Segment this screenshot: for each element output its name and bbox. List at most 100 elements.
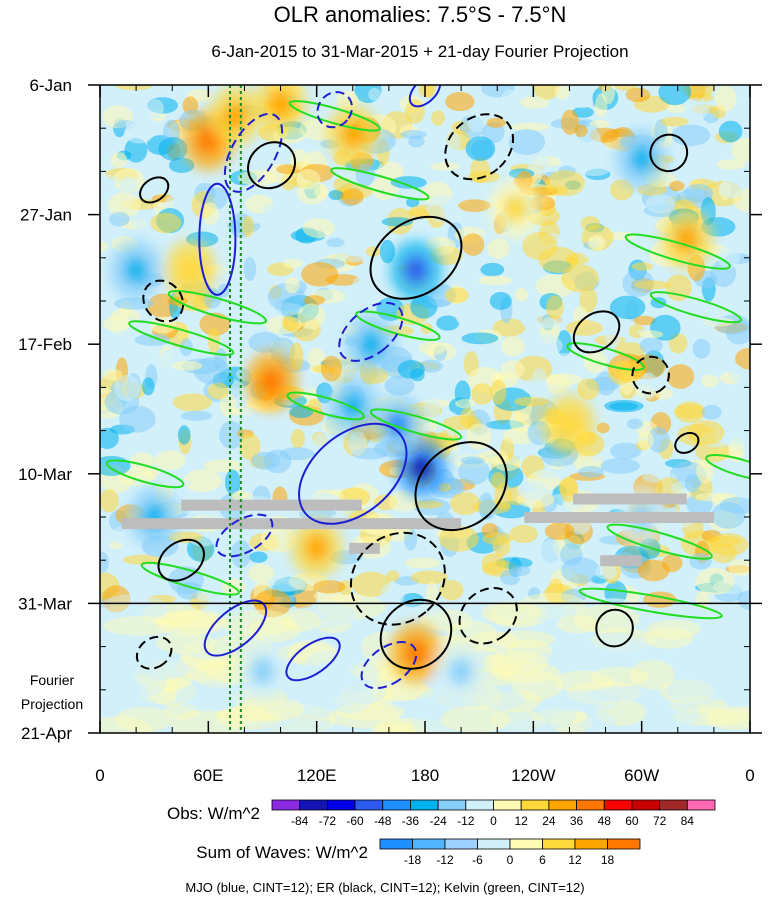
texture-blob — [647, 426, 670, 453]
texture-blob — [482, 532, 513, 546]
texture-blob — [130, 472, 157, 482]
texture-blob — [671, 124, 711, 146]
obs-colorbar-swatch — [548, 799, 577, 811]
obs-colorbar-label: 24 — [542, 814, 556, 828]
texture-blob — [458, 458, 490, 485]
texture-blob — [574, 124, 588, 138]
texture-blob — [147, 594, 176, 604]
texture-blob — [629, 718, 696, 733]
missing-data-bar — [573, 493, 687, 505]
texture-blob — [102, 368, 123, 381]
texture-blob — [426, 581, 439, 605]
texture-blob — [661, 698, 700, 727]
texture-blob — [114, 625, 171, 656]
texture-blob — [553, 670, 614, 693]
waves-colorbar-swatch — [412, 838, 446, 850]
texture-blob — [381, 217, 413, 227]
texture-blob — [351, 571, 391, 598]
texture-blob — [611, 654, 675, 678]
texture-blob — [579, 164, 610, 177]
texture-blob — [100, 241, 109, 252]
waves-colorbar-swatch — [477, 838, 511, 850]
missing-data-bar — [600, 555, 642, 567]
texture-blob — [329, 659, 380, 691]
texture-blob — [587, 598, 635, 615]
obs-colorbar-swatch — [603, 799, 633, 811]
anomaly-feature-core — [385, 410, 410, 439]
texture-blob — [471, 383, 493, 405]
texture-blob — [567, 85, 596, 109]
texture-blob — [100, 594, 168, 625]
obs-colorbar-label: -84 — [291, 814, 309, 828]
texture-blob — [158, 348, 181, 376]
er-contour — [572, 310, 621, 354]
texture-blob — [478, 275, 513, 286]
texture-blob — [175, 626, 217, 651]
texture-blob — [117, 432, 152, 454]
texture-blob — [272, 430, 285, 441]
kelvin-contour — [566, 342, 645, 371]
waves-colorbar-swatch — [607, 838, 641, 850]
texture-blob — [466, 631, 519, 653]
texture-blob — [494, 707, 532, 733]
texture-blob — [284, 277, 300, 294]
texture-blob — [359, 223, 376, 248]
texture-blob — [273, 553, 287, 566]
anomaly-feature-core — [178, 256, 203, 285]
mjo-contour — [203, 599, 268, 657]
texture-blob — [481, 601, 541, 626]
obs-colorbar-label: 60 — [625, 814, 639, 828]
obs-colorbar: -84 -72 -60 -48 -36 -24 -12 0 12 24 36 48 60 72 84 — [271, 799, 716, 828]
texture-blob — [728, 559, 750, 576]
texture-blob — [216, 705, 284, 730]
texture-blob — [659, 679, 714, 704]
texture-blob — [596, 598, 635, 624]
texture-blob — [470, 157, 490, 184]
texture-blob — [582, 635, 652, 660]
obs-colorbar-swatch — [299, 799, 328, 811]
texture-blob — [535, 707, 588, 725]
obs-colorbar-label: -60 — [346, 814, 364, 828]
texture-blob — [696, 459, 714, 484]
texture-blob — [280, 609, 321, 632]
texture-blob — [413, 500, 443, 509]
texture-blob — [524, 334, 563, 357]
texture-blob — [411, 706, 456, 733]
er-contour — [631, 355, 670, 395]
texture-blob — [100, 658, 128, 690]
texture-blob — [108, 329, 132, 354]
texture-blob — [535, 696, 577, 728]
texture-blob — [639, 330, 664, 339]
kelvin-contour — [624, 233, 731, 270]
texture-blob — [100, 716, 153, 733]
texture-blob — [292, 603, 356, 628]
plot-area — [100, 85, 750, 733]
texture-blob — [514, 396, 550, 407]
anomaly-feature-core — [304, 533, 329, 562]
x-tick-label: 120E — [297, 766, 337, 785]
kelvin-contour — [578, 587, 723, 620]
texture-blob — [233, 696, 305, 722]
mjo-contour — [223, 112, 284, 193]
texture-blob — [177, 425, 191, 445]
obs-colorbar-label: -12 — [457, 814, 475, 828]
texture-blob — [386, 570, 400, 582]
texture-blob — [561, 109, 579, 135]
forecast-label-line-2: Projection — [21, 696, 83, 712]
texture-blob — [400, 129, 427, 140]
y-tick-label: 27-Jan — [20, 206, 72, 225]
texture-blob — [545, 373, 570, 394]
texture-blob — [613, 643, 690, 668]
texture-blob — [289, 342, 304, 371]
anomaly-feature-core — [629, 145, 654, 174]
texture-blob — [328, 189, 344, 201]
texture-blob — [219, 420, 244, 449]
texture-blob — [197, 667, 247, 692]
texture-blob — [100, 699, 152, 717]
texture-blob — [454, 303, 476, 326]
obs-colorbar-swatch — [520, 799, 550, 811]
texture-blob — [100, 489, 119, 513]
texture-blob — [142, 377, 155, 396]
obs-colorbar-label: 12 — [515, 814, 529, 828]
texture-blob — [687, 420, 725, 445]
